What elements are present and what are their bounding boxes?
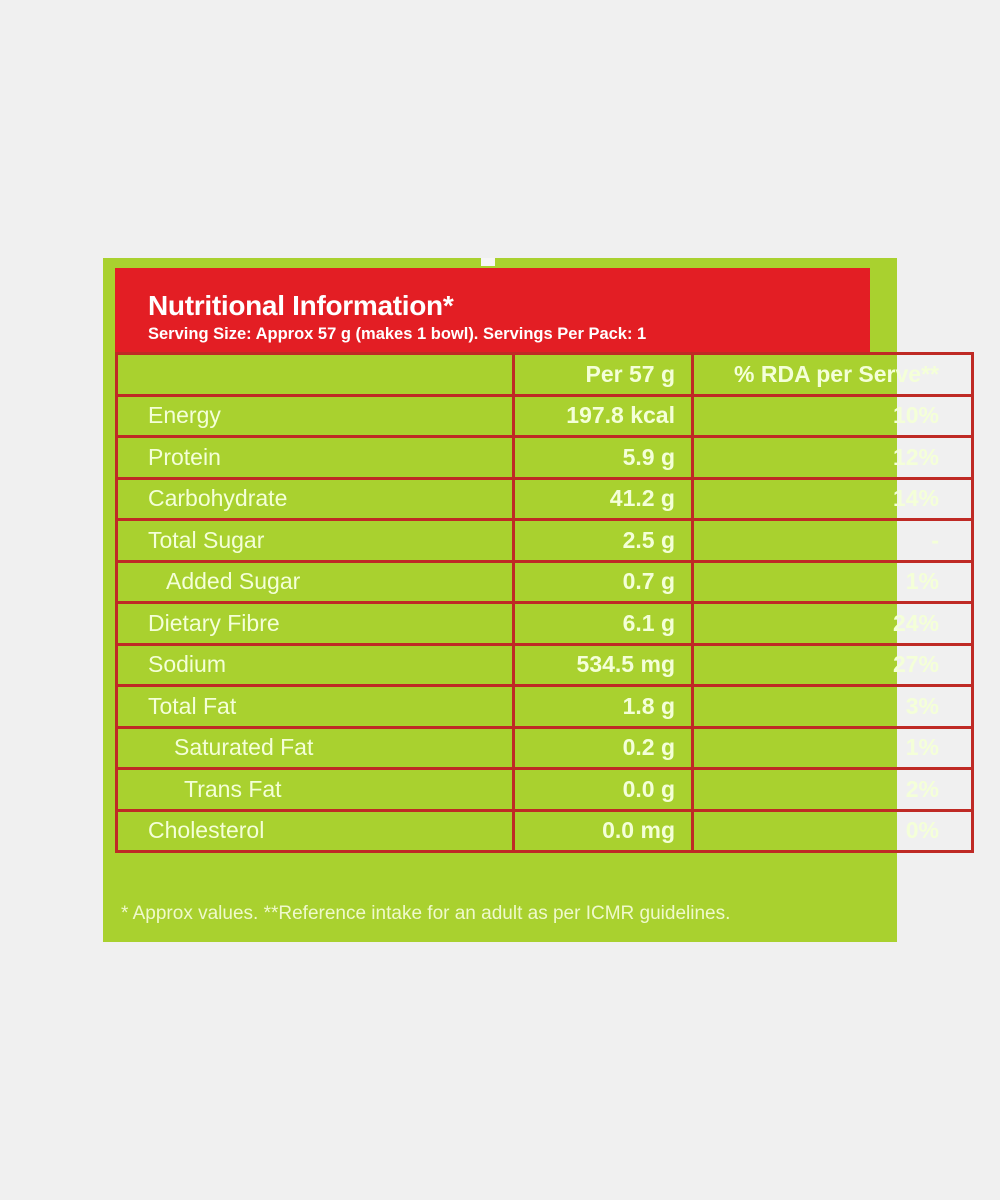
nutrient-rda: 0%	[691, 808, 974, 853]
nutrient-name: Protein	[115, 435, 515, 480]
nutrient-name: Trans Fat	[115, 767, 515, 812]
nutrient-rda: 12%	[691, 435, 974, 480]
nutrient-rda: 14%	[691, 476, 974, 521]
nutrient-rda: -	[691, 518, 974, 563]
nutrient-name: Carbohydrate	[115, 476, 515, 521]
nutrient-name: Saturated Fat	[115, 725, 515, 770]
header-nutrient	[115, 352, 515, 397]
nutrient-rda: 2%	[691, 767, 974, 812]
nutrient-amount: 6.1 g	[512, 601, 694, 646]
table-row: Saturated Fat 0.2 g 1%	[115, 725, 974, 770]
table-row: Energy 197.8 kcal 10%	[115, 393, 974, 438]
footnote: * Approx values. **Reference intake for …	[121, 903, 731, 924]
nutrition-label: Nutritional Information* Serving Size: A…	[103, 258, 974, 942]
table-row: Total Fat 1.8 g 3%	[115, 684, 974, 729]
table-row: Trans Fat 0.0 g 2%	[115, 767, 974, 812]
nutrient-amount: 0.0 g	[512, 767, 694, 812]
nutrient-name: Dietary Fibre	[115, 601, 515, 646]
table-row: Dietary Fibre 6.1 g 24%	[115, 601, 974, 646]
table-row: Added Sugar 0.7 g 1%	[115, 559, 974, 604]
nutrient-amount: 0.2 g	[512, 725, 694, 770]
header-rda: % RDA per Serve**	[691, 352, 974, 397]
table-row: Cholesterol 0.0 mg 0%	[115, 808, 974, 853]
table-header-row: Per 57 g % RDA per Serve**	[115, 352, 974, 397]
nutrient-name: Energy	[115, 393, 515, 438]
table-row: Sodium 534.5 mg 27%	[115, 642, 974, 687]
nutrient-rda: 10%	[691, 393, 974, 438]
serving-info: Serving Size: Approx 57 g (makes 1 bowl)…	[148, 325, 647, 343]
label-header: Nutritional Information* Serving Size: A…	[115, 268, 870, 355]
nutrient-amount: 0.0 mg	[512, 808, 694, 853]
nutrient-amount: 534.5 mg	[512, 642, 694, 687]
nutrient-name: Total Sugar	[115, 518, 515, 563]
nutrient-amount: 0.7 g	[512, 559, 694, 604]
header-amount: Per 57 g	[512, 352, 694, 397]
nutrient-name: Sodium	[115, 642, 515, 687]
nutrient-name: Total Fat	[115, 684, 515, 729]
nutrient-amount: 2.5 g	[512, 518, 694, 563]
table-row: Carbohydrate 41.2 g 14%	[115, 476, 974, 521]
nutrient-rda: 3%	[691, 684, 974, 729]
label-title: Nutritional Information*	[148, 290, 454, 321]
nutrient-rda: 27%	[691, 642, 974, 687]
nutrient-amount: 1.8 g	[512, 684, 694, 729]
package-notch	[481, 258, 495, 266]
table-row: Total Sugar 2.5 g -	[115, 518, 974, 563]
nutrient-amount: 41.2 g	[512, 476, 694, 521]
nutrient-amount: 197.8 kcal	[512, 393, 694, 438]
nutrition-table: Per 57 g % RDA per Serve** Energy 197.8 …	[115, 352, 974, 853]
nutrient-rda: 1%	[691, 559, 974, 604]
table-row: Protein 5.9 g 12%	[115, 435, 974, 480]
nutrient-rda: 1%	[691, 725, 974, 770]
nutrient-amount: 5.9 g	[512, 435, 694, 480]
nutrient-rda: 24%	[691, 601, 974, 646]
nutrient-name: Cholesterol	[115, 808, 515, 853]
nutrient-name: Added Sugar	[115, 559, 515, 604]
